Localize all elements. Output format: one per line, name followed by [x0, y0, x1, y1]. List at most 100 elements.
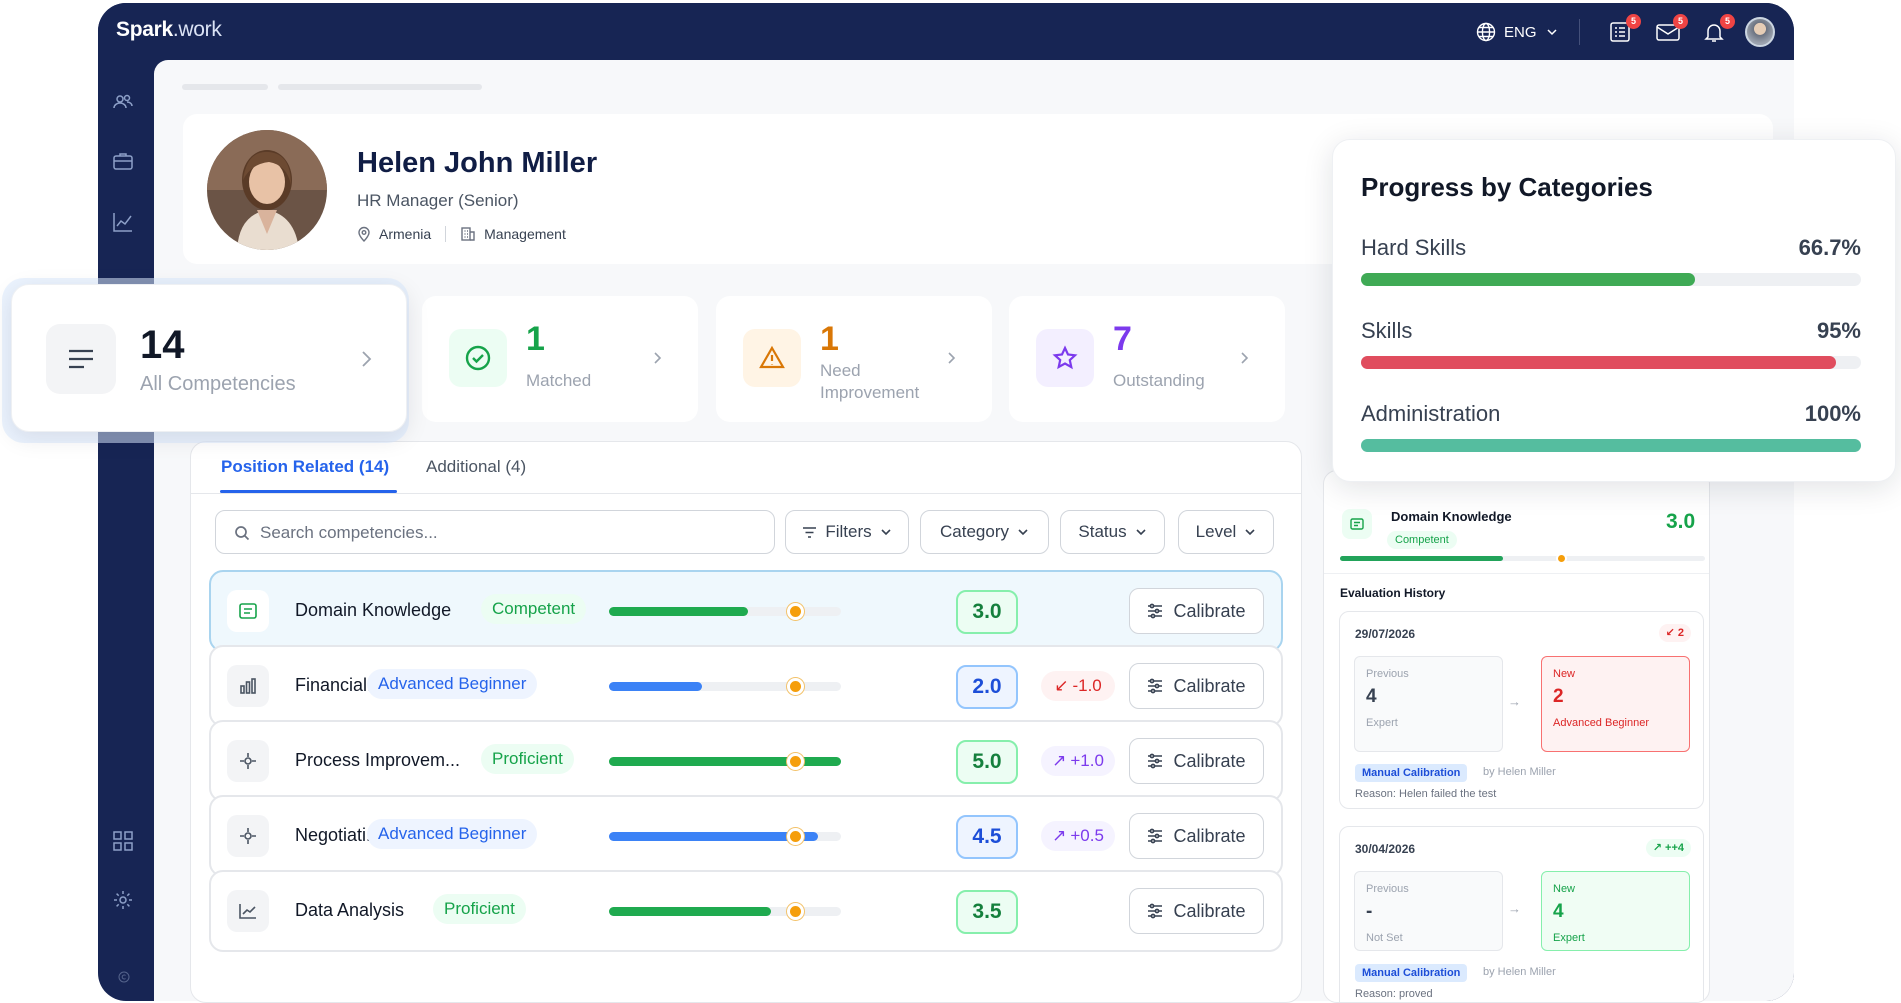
competency-row[interactable]: Financial... Advanced Beginner 2.0 ↙ -1.0… [209, 645, 1283, 727]
stat-improvement-label: Need Improvement [820, 361, 920, 402]
search-box [215, 510, 775, 554]
document-icon [227, 590, 269, 632]
stat-matched-label: Matched [526, 371, 592, 390]
stat-card-matched[interactable]: 1 Matched [422, 296, 698, 422]
profile-meta: Armenia Management [357, 226, 566, 242]
language-selector[interactable]: ENG [1476, 22, 1559, 42]
progress-value: 66.7% [1798, 235, 1861, 260]
progress-label: Administration [1361, 401, 1501, 426]
history-entry: 30/04/2026 ↗ ++4 Previous - Not Set → Ne… [1339, 826, 1704, 1002]
chevron-down-icon [1136, 529, 1146, 536]
level-badge: Advanced Beginner [367, 819, 538, 849]
target-marker [786, 603, 804, 620]
new-value: 2 [1553, 686, 1564, 707]
competency-name: Negotiati... [295, 825, 382, 845]
competency-row[interactable]: Negotiati... Advanced Beginner 4.5 ↗ +0.5… [209, 795, 1283, 877]
messages-badge: 5 [1673, 14, 1688, 29]
trend-line-icon [227, 890, 269, 932]
progress-fill [609, 832, 818, 841]
crosshair-icon [227, 740, 269, 782]
score-change: +0.5 [1070, 826, 1104, 845]
calibrate-button[interactable]: Calibrate [1129, 738, 1264, 784]
stat-all-label: All Competencies [140, 373, 296, 395]
detail-score: 3.0 [1666, 510, 1696, 533]
chevron-down-icon [881, 529, 891, 536]
arrow-up-right-icon: ↗ [1652, 842, 1666, 854]
sidebar-item-analytics[interactable] [112, 211, 136, 235]
calibrate-button[interactable]: Calibrate [1129, 813, 1264, 859]
status-dropdown[interactable]: Status [1060, 510, 1165, 554]
calibrate-button[interactable]: Calibrate [1129, 888, 1264, 934]
sidebar-item-dashboard[interactable] [112, 830, 136, 854]
stat-card-outstanding[interactable]: 7 Outstanding [1009, 296, 1285, 422]
calibrate-button[interactable]: Calibrate [1129, 663, 1264, 709]
calibrate-button[interactable]: Calibrate [1129, 588, 1264, 634]
new-value: 4 [1553, 901, 1564, 922]
arrow-up-right-icon: ↗ [1052, 751, 1067, 770]
progress-bar [609, 753, 841, 770]
copyright-icon [118, 970, 142, 994]
history-date: 29/07/2026 [1355, 627, 1416, 641]
progress-track [1361, 273, 1861, 286]
score-change: -1.0 [1072, 676, 1102, 695]
sidebar-item-people[interactable] [112, 91, 136, 115]
user-avatar[interactable] [1745, 17, 1775, 47]
progress-label: Hard Skills [1361, 235, 1467, 260]
search-icon [235, 526, 250, 541]
new-label: New [1553, 668, 1576, 680]
chevron-down-icon [1245, 529, 1255, 536]
previous-value-box: Previous 4 Expert [1354, 656, 1503, 752]
level-dropdown[interactable]: Level [1178, 510, 1274, 554]
competency-row[interactable]: Domain Knowledge Competent 3.0 Calibrate [209, 570, 1283, 652]
notifications-button[interactable]: 5 [1702, 14, 1735, 44]
briefcase-icon [113, 153, 133, 170]
score-value: 3.5 [956, 890, 1018, 934]
competency-name: Data Analysis [295, 900, 405, 920]
chevron-right-icon [1241, 352, 1249, 364]
stat-card-all-competencies[interactable]: 14 All Competencies [11, 284, 407, 432]
menu-lines-icon [46, 324, 116, 394]
calibrate-label: Calibrate [1173, 900, 1246, 921]
language-label: ENG [1504, 23, 1537, 41]
progress-value: 100% [1804, 401, 1861, 426]
sidebar-item-jobs[interactable] [112, 150, 136, 174]
detail-level-badge: Competent [1387, 531, 1457, 549]
globe-icon [1476, 22, 1496, 42]
history-change: ++4 [1665, 842, 1684, 854]
filters-button[interactable]: Filters [785, 510, 909, 554]
stat-outstanding-label: Outstanding [1113, 371, 1205, 390]
calibration-reason: Reason: proved [1355, 988, 1433, 1000]
chevron-right-icon [362, 351, 372, 367]
grid-icon [113, 831, 133, 851]
target-marker [786, 678, 804, 695]
search-input[interactable] [260, 521, 760, 545]
mail-icon [1656, 24, 1680, 41]
tab-additional[interactable]: Additional (4) [426, 457, 527, 476]
competency-row[interactable]: Data Analysis Proficient 3.5 Calibrate [209, 870, 1283, 952]
sidebar-item-settings[interactable] [112, 889, 136, 913]
sliders-icon [1148, 753, 1163, 769]
progress-bar [609, 678, 841, 695]
calibration-reason: Reason: Helen failed the test [1355, 788, 1497, 800]
check-circle-icon [449, 329, 507, 387]
arrow-right-icon: → [1508, 901, 1521, 916]
category-dropdown[interactable]: Category [920, 510, 1049, 554]
sliders-icon [1148, 603, 1163, 619]
location-pin-icon [358, 226, 370, 242]
top-bar: Spark.work ENG 5 5 5 [98, 3, 1794, 60]
tab-position-related[interactable]: Position Related (14) [221, 457, 390, 476]
tasks-button[interactable]: 5 [1608, 14, 1641, 44]
previous-value: 4 [1366, 686, 1377, 707]
arrow-up-right-icon: ↗ [1052, 826, 1067, 845]
status-label: Status [1078, 522, 1127, 541]
logo-main: Spark [116, 18, 173, 41]
sliders-icon [1148, 903, 1163, 919]
messages-button[interactable]: 5 [1655, 14, 1688, 44]
new-value-box: New 4 Expert [1541, 871, 1690, 951]
calibrated-by: by Helen Miller [1483, 766, 1556, 778]
competency-row[interactable]: Process Improvem... Proficient 5.0 ↗ +1.0… [209, 720, 1283, 802]
progress-bar [609, 828, 841, 845]
app-logo[interactable]: Spark.work [116, 18, 222, 42]
stat-card-need-improvement[interactable]: 1 Need Improvement [716, 296, 992, 422]
